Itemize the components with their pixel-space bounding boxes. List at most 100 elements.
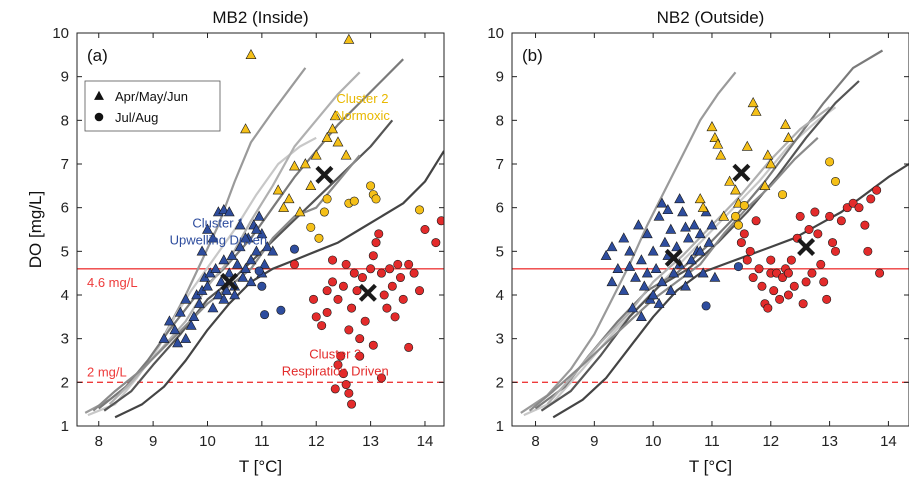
circle-point bbox=[736, 238, 746, 248]
circle-point bbox=[786, 255, 796, 265]
circle-point bbox=[341, 380, 351, 390]
triangle-point bbox=[218, 254, 230, 265]
centroid-marker bbox=[358, 283, 377, 302]
triangle-point bbox=[641, 228, 653, 239]
triangle-point bbox=[250, 223, 262, 234]
y-tick-label: 9 bbox=[61, 69, 69, 86]
triangle-point bbox=[600, 249, 612, 260]
circle-point bbox=[830, 246, 840, 256]
circle-point bbox=[415, 205, 425, 215]
triangle-point bbox=[677, 206, 689, 217]
centroid-marker bbox=[797, 237, 816, 256]
triangle-point bbox=[172, 337, 184, 348]
triangle-point bbox=[193, 297, 205, 308]
y-axis-label: DO [mg/L] bbox=[26, 191, 45, 268]
circle-point bbox=[311, 312, 321, 322]
circle-point bbox=[409, 268, 419, 278]
circle-point bbox=[330, 384, 340, 394]
triangle-point bbox=[683, 267, 694, 278]
circle-point bbox=[754, 264, 764, 274]
circle-point bbox=[366, 264, 376, 274]
circle-point bbox=[349, 196, 359, 206]
triangle-point bbox=[261, 241, 273, 252]
triangle-point bbox=[223, 267, 235, 278]
triangle-point bbox=[234, 219, 246, 230]
triangle-point bbox=[656, 276, 668, 287]
circle-point bbox=[404, 342, 414, 352]
triangle-point bbox=[638, 280, 650, 291]
triangle-point bbox=[762, 149, 774, 160]
circle-point bbox=[393, 259, 403, 269]
triangle-point bbox=[780, 118, 791, 129]
circle-point bbox=[276, 305, 286, 315]
circle-point bbox=[816, 259, 826, 269]
triangle-point bbox=[618, 284, 630, 295]
circle-point bbox=[757, 281, 767, 291]
triangle-point bbox=[289, 160, 300, 171]
triangle-point bbox=[196, 245, 208, 256]
circle-point bbox=[836, 216, 846, 226]
triangle-point bbox=[283, 193, 295, 204]
y-tick-label: 5 bbox=[496, 243, 504, 260]
triangle-point bbox=[606, 276, 618, 287]
circle-point bbox=[257, 281, 267, 291]
circle-point bbox=[357, 273, 367, 283]
triangle-point bbox=[653, 297, 665, 308]
profile-line bbox=[114, 150, 444, 419]
triangle-point bbox=[665, 223, 677, 234]
circle-point bbox=[783, 268, 793, 278]
triangle-point bbox=[163, 315, 175, 326]
circle-point bbox=[341, 259, 351, 269]
circle-point bbox=[338, 281, 348, 291]
circle-point bbox=[317, 321, 327, 331]
triangle-point bbox=[718, 210, 730, 221]
triangle-point bbox=[234, 241, 246, 252]
circle-point bbox=[352, 286, 362, 296]
circle-point bbox=[739, 200, 749, 210]
triangle-point bbox=[343, 33, 355, 44]
circle-point bbox=[260, 310, 270, 320]
triangle-point bbox=[245, 276, 257, 287]
circle-point bbox=[355, 351, 365, 361]
triangle-point bbox=[697, 267, 709, 278]
circle-point bbox=[775, 294, 785, 304]
circle-point bbox=[404, 259, 414, 269]
y-tick-label: 6 bbox=[496, 200, 504, 217]
x-tick-label: 12 bbox=[762, 433, 779, 450]
triangle-point bbox=[229, 289, 241, 300]
y-tick-label: 8 bbox=[61, 112, 69, 129]
triangle-point bbox=[659, 236, 671, 247]
circle-point bbox=[376, 268, 386, 278]
triangle-point bbox=[747, 97, 759, 108]
circle-point bbox=[371, 238, 381, 248]
triangle-point bbox=[650, 262, 662, 274]
cluster-annotation: Respiration Driven bbox=[282, 363, 389, 378]
triangle-point bbox=[210, 262, 222, 274]
triangle-point bbox=[327, 123, 338, 134]
circle-point bbox=[745, 246, 755, 256]
triangle-point bbox=[185, 319, 197, 330]
triangle-point bbox=[741, 140, 753, 151]
circle-point bbox=[347, 303, 357, 313]
circle-point bbox=[730, 211, 740, 221]
triangle-point bbox=[685, 254, 697, 265]
circle-point bbox=[344, 388, 354, 398]
circle-point bbox=[854, 203, 864, 213]
circle-point bbox=[733, 220, 743, 230]
circle-point bbox=[810, 207, 820, 217]
triangle-point bbox=[310, 149, 322, 160]
cluster-annotation: Normoxic bbox=[335, 108, 390, 123]
circle-point bbox=[289, 244, 299, 254]
circle-point bbox=[863, 246, 873, 256]
circle-point bbox=[390, 312, 400, 322]
circle-point bbox=[436, 216, 444, 226]
x-tick-label: 11 bbox=[254, 433, 270, 450]
y-tick-label: 4 bbox=[61, 287, 69, 304]
triangle-point bbox=[606, 241, 618, 252]
triangle-point bbox=[680, 280, 691, 291]
centroid-marker bbox=[315, 165, 334, 184]
circle-point bbox=[349, 268, 359, 278]
x-tick-label: 9 bbox=[590, 433, 598, 450]
triangle-point bbox=[683, 232, 694, 243]
